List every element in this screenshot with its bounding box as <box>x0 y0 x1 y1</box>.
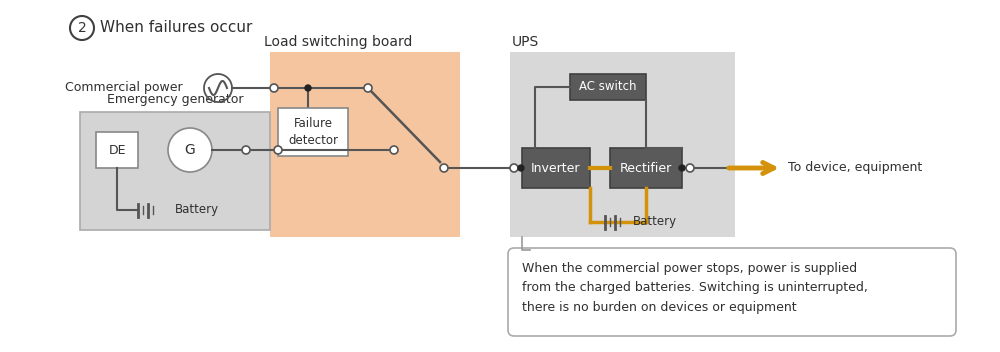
Text: AC switch: AC switch <box>579 81 637 94</box>
Bar <box>96 132 138 168</box>
Circle shape <box>390 146 398 154</box>
Text: Battery: Battery <box>633 215 677 228</box>
Circle shape <box>168 128 212 172</box>
Circle shape <box>242 146 250 154</box>
Bar <box>510 52 735 237</box>
Circle shape <box>70 16 94 40</box>
Circle shape <box>518 165 524 171</box>
Bar <box>610 148 682 188</box>
Text: When the commercial power stops, power is supplied
from the charged batteries. S: When the commercial power stops, power i… <box>522 262 868 314</box>
Circle shape <box>305 85 311 91</box>
Bar <box>522 148 590 188</box>
Bar <box>270 52 460 237</box>
Bar <box>570 74 646 100</box>
Text: Battery: Battery <box>175 203 219 216</box>
Bar <box>278 108 348 156</box>
Text: G: G <box>185 143 195 157</box>
Circle shape <box>440 164 448 172</box>
Circle shape <box>686 164 694 172</box>
Text: Load switching board: Load switching board <box>264 35 412 49</box>
Text: Emergency generator: Emergency generator <box>107 94 243 107</box>
FancyBboxPatch shape <box>508 248 956 336</box>
Circle shape <box>270 84 278 92</box>
Text: Rectifier: Rectifier <box>620 162 672 175</box>
Circle shape <box>364 84 372 92</box>
Bar <box>80 112 270 230</box>
Text: When failures occur: When failures occur <box>100 20 252 36</box>
Text: UPS: UPS <box>512 35 539 49</box>
Text: Commercial power: Commercial power <box>65 82 183 94</box>
Circle shape <box>679 165 685 171</box>
Text: 2: 2 <box>78 21 86 35</box>
Text: Inverter: Inverter <box>531 162 581 175</box>
Text: To device, equipment: To device, equipment <box>788 162 922 175</box>
Text: DE: DE <box>108 144 126 157</box>
Circle shape <box>510 164 518 172</box>
Circle shape <box>274 146 282 154</box>
Text: Failure
detector: Failure detector <box>288 117 338 147</box>
